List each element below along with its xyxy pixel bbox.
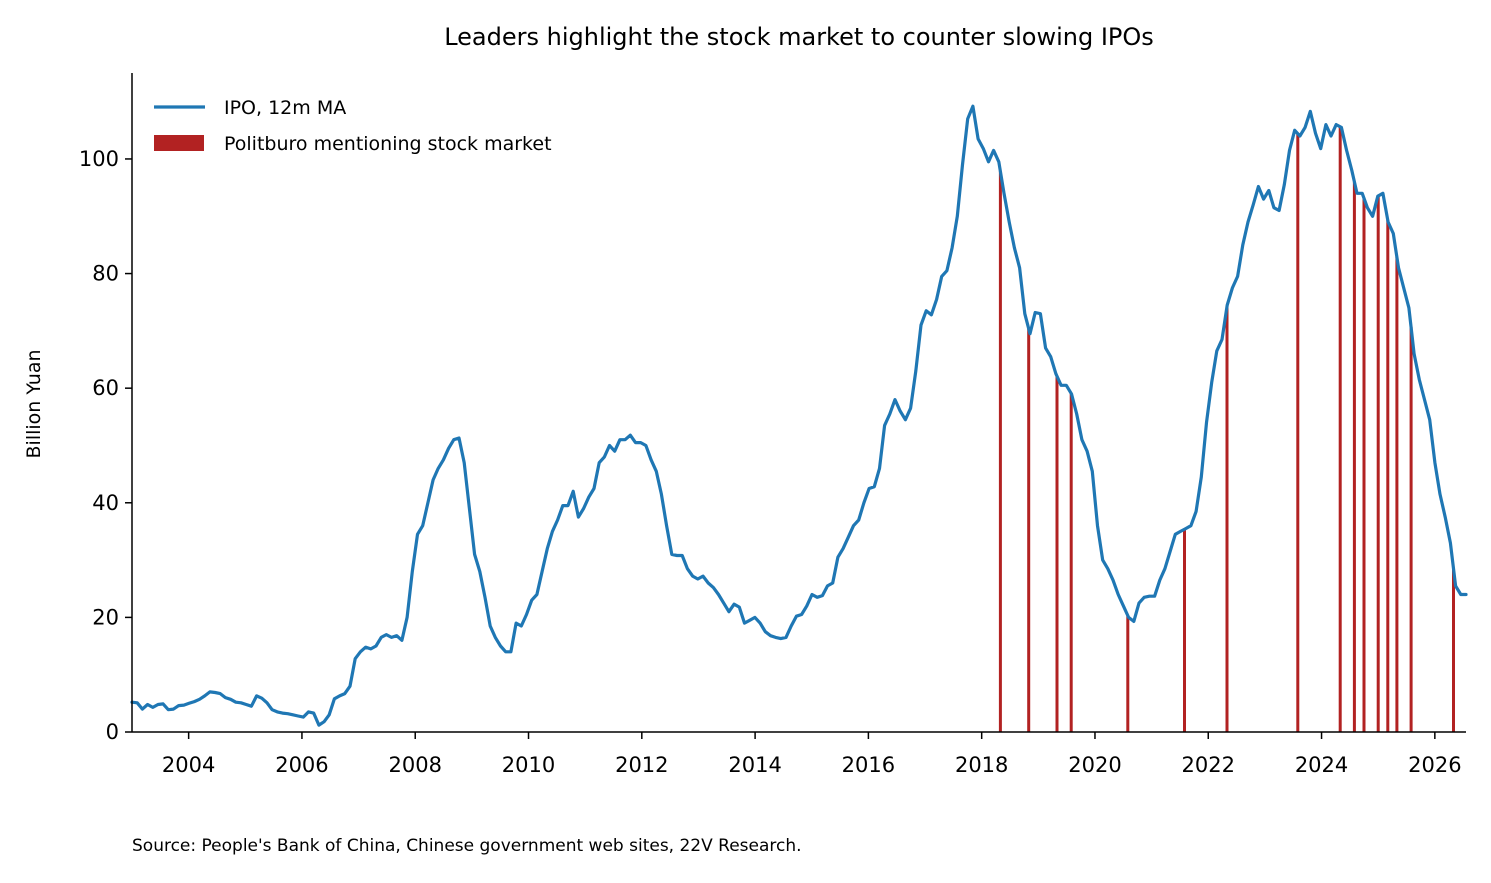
politburo-bars [998,126,1455,733]
x-ticks: 2004 2006 2008 2010 2012 2014 2016 2018 2020 2022… [162,732,1462,777]
x-tick-label: 2016 [842,753,895,777]
y-ticks: 0 20 40 60 80 100 [79,147,132,744]
x-tick-label: 2010 [502,753,555,777]
chart-title: Leaders highlight the stock market to co… [444,23,1154,51]
politburo-bar [1055,376,1059,732]
politburo-bar [1376,196,1380,732]
y-tick-label: 20 [92,605,119,629]
x-tick-label: 2006 [275,753,328,777]
politburo-bar [1452,568,1455,732]
x-tick-label: 2012 [615,753,668,777]
x-tick-label: 2014 [728,753,781,777]
legend-bar-swatch [154,135,204,151]
source-note: Source: People's Bank of China, Chinese … [132,836,802,856]
y-axis-label: Billion Yuan [23,349,45,458]
legend-label-politburo: Politburo mentioning stock market [224,133,552,155]
politburo-bar [1395,257,1399,732]
x-tick-label: 2004 [162,753,215,777]
y-tick-label: 40 [92,491,119,515]
y-tick-label: 80 [92,262,119,286]
politburo-bar [1225,306,1229,732]
politburo-bar [998,171,1002,733]
x-tick-label: 2018 [955,753,1008,777]
politburo-bar [1352,181,1356,732]
x-tick-label: 2008 [389,753,442,777]
politburo-bar [1069,393,1073,732]
x-tick-label: 2024 [1295,753,1348,777]
politburo-bar [1409,326,1413,732]
x-tick-label: 2022 [1182,753,1235,777]
x-tick-label: 2026 [1408,753,1461,777]
legend: IPO, 12m MA Politburo mentioning stock m… [154,97,552,155]
y-tick-label: 100 [79,147,119,171]
x-tick-label: 2020 [1068,753,1121,777]
politburo-bar [1027,328,1031,732]
y-tick-label: 0 [106,720,119,744]
politburo-bar [1362,198,1366,732]
y-tick-label: 60 [92,376,119,400]
politburo-bar [1386,220,1390,733]
politburo-bar [1338,126,1342,733]
politburo-bar [1183,529,1186,732]
legend-label-ipo: IPO, 12m MA [224,97,346,119]
politburo-bar [1296,133,1300,732]
ipo-line [130,104,1468,727]
politburo-bar [1126,615,1130,732]
